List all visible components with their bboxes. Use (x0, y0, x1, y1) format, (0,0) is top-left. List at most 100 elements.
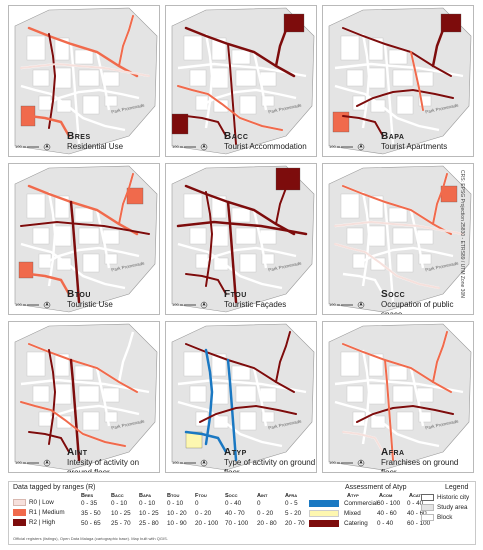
block (54, 195, 70, 219)
highlighted-street (384, 359, 394, 461)
highlighted-street (20, 62, 150, 77)
scale-label: 100 m (329, 302, 341, 307)
street (409, 367, 425, 427)
block (78, 385, 100, 403)
street (252, 367, 268, 427)
block (26, 35, 46, 61)
highlighted-street (118, 173, 134, 225)
block (418, 253, 432, 265)
indicator-code: Bapa (381, 131, 405, 142)
street (177, 400, 283, 448)
highlighted-street (334, 220, 464, 235)
street (252, 209, 268, 269)
street (356, 246, 454, 266)
indicator-code: Atyp (224, 447, 247, 458)
map-panel: Park Promenade 100 m Bapa Tourist Apartment… (322, 5, 474, 157)
range-value: 10 - 90 (167, 520, 187, 527)
north-arrow-icon (359, 460, 363, 464)
block (261, 411, 275, 423)
block (235, 69, 257, 87)
range-value: 0 - 10 (139, 500, 156, 507)
block (54, 67, 72, 89)
block (418, 411, 432, 423)
street (20, 378, 150, 394)
acom-value: 40 - 60 (377, 510, 397, 517)
map-panel: Park Promenade 100 m Btou Touristic Use (8, 163, 160, 315)
highlighted-street (69, 358, 81, 462)
block (104, 253, 118, 265)
block (368, 195, 384, 219)
highlighted-street (28, 343, 138, 393)
north-arrow-icon (359, 144, 363, 148)
street (383, 201, 395, 303)
block (26, 351, 46, 377)
block (370, 257, 386, 271)
street (252, 51, 268, 111)
block (392, 227, 414, 245)
acat-value: 60 - 100 (407, 520, 431, 527)
block (74, 207, 94, 223)
block (340, 351, 360, 377)
highlighted-street (204, 348, 214, 446)
highlighted-street (342, 115, 384, 137)
indicator-code: Aint (67, 447, 88, 458)
block (368, 383, 386, 405)
scale-label: 100 m (15, 302, 27, 307)
highlighted-street (334, 243, 440, 289)
street (383, 43, 395, 145)
block (78, 69, 100, 87)
highlighted-street (20, 220, 150, 235)
range-value: 0 (257, 500, 261, 507)
acat-header: Acat (409, 493, 421, 499)
highlighted-street (118, 15, 134, 67)
block (213, 257, 229, 271)
street-map (328, 7, 472, 155)
block (82, 411, 100, 431)
block (56, 99, 72, 113)
indicator-label: Occupation of public space (381, 300, 454, 315)
block (396, 253, 414, 273)
block (102, 229, 120, 245)
block (26, 193, 46, 219)
street (42, 404, 140, 424)
highlighted-street (342, 343, 452, 393)
street (199, 88, 297, 108)
street (177, 62, 307, 78)
block (78, 227, 100, 245)
street-map (14, 165, 158, 313)
range-value: 70 - 100 (225, 520, 249, 527)
block (82, 253, 100, 273)
block (211, 225, 229, 247)
highlighted-street (356, 88, 454, 107)
swatch-medium (13, 509, 26, 516)
legend-block: Block (437, 514, 453, 521)
block (211, 353, 227, 377)
range-value: 0 - 20 (257, 510, 274, 517)
map-panel: Park Promenade 100 m Bacc Tourist Accommoda… (165, 5, 317, 157)
block (416, 71, 434, 87)
block (239, 95, 257, 115)
highlighted-street (185, 115, 227, 137)
range-value: 20 - 80 (257, 520, 277, 527)
highlighted-street (342, 185, 452, 235)
block (259, 387, 277, 403)
indicator-label: Touristic Use (67, 300, 113, 309)
highlighted-street (27, 114, 71, 138)
street (95, 209, 111, 269)
highlighted-street (184, 430, 228, 454)
assess-label-catering: Catering (344, 520, 368, 527)
highlighted-street (28, 431, 70, 453)
block (261, 253, 275, 265)
range-value: 35 - 50 (81, 510, 101, 517)
block (239, 253, 257, 273)
block (211, 195, 227, 219)
highlighted-street (185, 273, 227, 295)
range-value: 25 - 70 (111, 520, 131, 527)
highlighted-street (431, 14, 449, 68)
indicator-label: Residential Use (67, 142, 124, 151)
range-column-header: Bapa (139, 493, 152, 499)
block (418, 95, 432, 107)
range-label-medium: R1 | Medium (29, 509, 65, 516)
swatch-study (421, 504, 434, 511)
street (199, 246, 297, 266)
